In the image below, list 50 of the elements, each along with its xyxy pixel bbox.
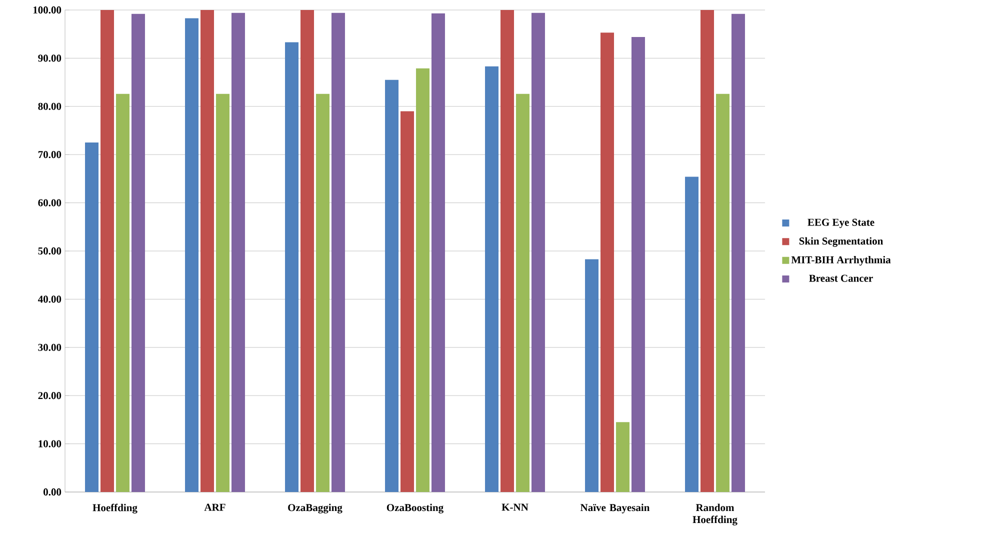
bar	[400, 111, 414, 492]
bar	[616, 422, 630, 492]
bar	[200, 10, 214, 492]
bar	[116, 94, 130, 492]
x-tick-label: Random Hoeffding	[692, 504, 738, 526]
bar	[516, 94, 530, 492]
bar	[385, 80, 399, 492]
legend-label: Skin Segmentation	[799, 237, 884, 247]
y-tick-label: 80.00	[38, 102, 62, 110]
y-tick-label: 70.00	[38, 151, 62, 158]
x-tick-label: ARF	[204, 504, 226, 511]
bar	[585, 259, 599, 492]
y-tick-label: 40.00	[38, 296, 62, 303]
legend-label: EEG Eye State	[808, 218, 874, 228]
bar	[731, 14, 745, 492]
bar	[331, 12, 345, 492]
x-tick-label: OzaBoosting	[386, 504, 444, 514]
y-tick-label: 50.00	[38, 247, 62, 255]
bar	[700, 10, 714, 492]
x-tick-label: Hoeffding	[92, 504, 138, 514]
y-tick-label: 10.00	[38, 440, 62, 448]
bar	[431, 13, 445, 492]
x-tick-label: K-NN	[502, 504, 528, 511]
bar	[416, 68, 430, 492]
y-tick-label: 20.00	[38, 392, 62, 400]
bar	[100, 10, 114, 492]
bar	[85, 142, 99, 492]
legend-label: Breast Cancer	[809, 274, 873, 282]
x-tick-label: Naïve Bayesain	[580, 504, 650, 514]
legend-label: MIT-BIH Arrhythmia	[791, 256, 891, 266]
bar	[285, 42, 299, 492]
y-tick-label: 60.00	[38, 199, 62, 206]
bar	[716, 94, 730, 492]
bar	[216, 94, 230, 492]
bar	[685, 176, 699, 492]
bar	[500, 10, 514, 492]
y-tick-label: 30.00	[38, 344, 62, 351]
y-tick-label: 100.00	[33, 6, 62, 14]
bar	[631, 36, 645, 492]
bar	[600, 32, 614, 492]
bar	[316, 94, 330, 492]
bar	[231, 12, 245, 492]
bar	[185, 18, 199, 492]
bar	[131, 14, 145, 492]
y-tick-label: 0.00	[44, 488, 62, 496]
bar	[485, 66, 499, 492]
bar	[531, 12, 545, 492]
bar	[300, 10, 314, 492]
y-tick-label: 90.00	[38, 54, 62, 62]
x-tick-label: OzaBagging	[288, 504, 342, 514]
